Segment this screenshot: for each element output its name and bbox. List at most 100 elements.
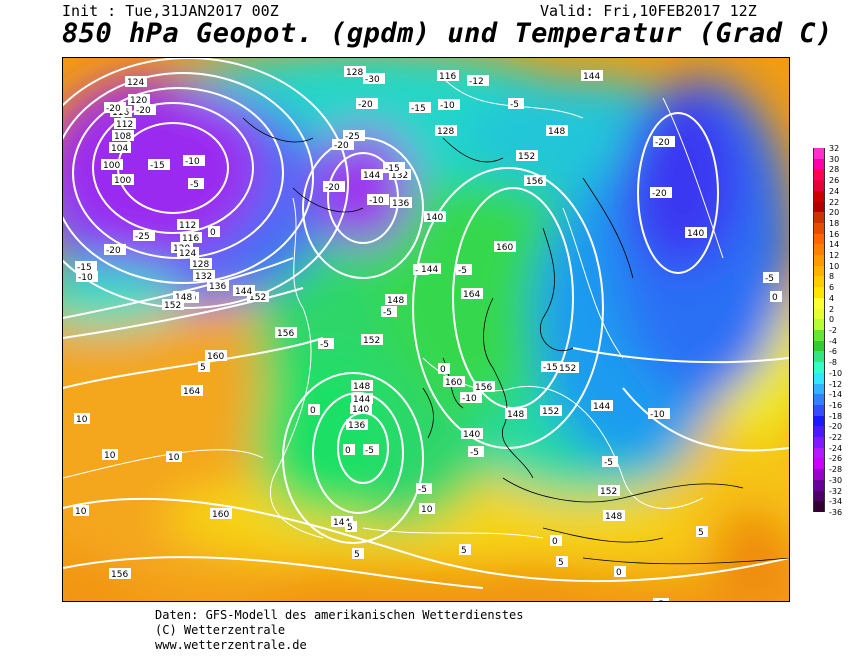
contour-label-geopotential: 148 xyxy=(505,408,527,420)
contour-label-box xyxy=(363,444,379,455)
contour-label-temperature: -5 xyxy=(653,598,669,601)
contour-label-box xyxy=(205,350,227,361)
contour-label-box xyxy=(343,444,355,455)
contour-label-box xyxy=(468,446,484,457)
contour-label-box xyxy=(516,150,538,161)
scale-swatch xyxy=(813,394,825,406)
contour-label-geopotential: 152 xyxy=(247,291,269,303)
contour-label-text: -5 xyxy=(655,600,664,601)
contour-label-temperature: -5 xyxy=(188,178,204,190)
contour-label-temperature: 0 xyxy=(614,566,626,578)
contour-label-box xyxy=(550,535,562,546)
contour-label-text: 152 xyxy=(600,487,617,497)
contour-label-geopotential: 100 xyxy=(112,174,134,186)
contour-label-temperature: -20 xyxy=(104,244,126,256)
contour-label-geopotential: 112 xyxy=(114,118,136,130)
contour-label-box xyxy=(351,393,373,404)
contour-label-text: 148 xyxy=(548,127,565,137)
contour-label-temperature: -10 xyxy=(438,99,460,111)
contour-label-temperature: -5 xyxy=(468,446,484,458)
contour-label-temperature: -20 xyxy=(104,102,126,114)
contour-label-box xyxy=(653,136,675,147)
contour-label-geopotential: 164 xyxy=(181,385,203,397)
contour-label-box xyxy=(409,102,431,113)
contour-label-box xyxy=(437,70,459,81)
contour-label-temperature: -20 xyxy=(332,139,354,151)
weather-map: 124120116112108104100100-30-30-20-20-15-… xyxy=(62,57,790,602)
scale-label: -6 xyxy=(829,347,837,357)
coastlines xyxy=(242,117,789,565)
contour-label-box xyxy=(190,258,212,269)
contour-label-box xyxy=(461,288,483,299)
scale-label: 10 xyxy=(829,261,840,271)
contour-label-geopotential: 160 xyxy=(443,376,465,388)
contour-label-text: -5 xyxy=(604,458,613,468)
contour-label-temperature: -5 xyxy=(318,338,334,350)
contour-label-temperature: -25 xyxy=(133,230,155,242)
contour-label-geopotential: 132 xyxy=(193,270,215,282)
contour-label-box xyxy=(198,361,210,372)
contour-label-text: 164 xyxy=(463,290,480,300)
contour-label-temperature: -20 xyxy=(323,181,345,193)
contour-label-text: 5 xyxy=(354,550,360,560)
contour-label-geopotential: 144 xyxy=(581,70,603,82)
contour-label-text: -5 xyxy=(765,274,774,284)
contour-label-box xyxy=(308,404,320,415)
contour-label-geopotential: 104 xyxy=(109,142,131,154)
scale-swatch xyxy=(813,351,825,363)
contour-label-text: 148 xyxy=(353,382,370,392)
contour-label-box xyxy=(210,508,232,519)
contour-label-box xyxy=(540,405,562,416)
footer-copyright: (C) Wetterzentrale xyxy=(155,623,286,637)
contour-label-box xyxy=(443,376,465,387)
contour-label-box xyxy=(323,181,345,192)
contour-label-box xyxy=(461,428,483,439)
contour-label-text: 164 xyxy=(183,387,200,397)
contour-label-text: 156 xyxy=(475,383,492,393)
scale-label: -26 xyxy=(829,454,843,464)
contour-label-box xyxy=(74,413,90,424)
scale-label: -22 xyxy=(829,433,843,443)
contour-label-text: -5 xyxy=(510,100,519,110)
scale-swatch xyxy=(813,169,825,181)
contour-label-geopotential: 152 xyxy=(598,485,620,497)
contour-label-box xyxy=(73,505,89,516)
contour-label-box xyxy=(233,285,255,296)
contour-label-geopotential: 128 xyxy=(435,125,457,137)
footer-source: Daten: GFS-Modell des amerikanischen Wet… xyxy=(155,608,524,622)
contour-label-box xyxy=(383,162,405,173)
contour-label-temperature: -20 xyxy=(134,104,156,116)
contour-label-text: -5 xyxy=(383,308,392,318)
contour-label-geopotential: 152 xyxy=(540,405,562,417)
contour-label-box xyxy=(598,485,620,496)
scale-label: 22 xyxy=(829,197,840,207)
contour-label-box xyxy=(648,408,670,419)
scale-label: -16 xyxy=(829,400,843,410)
contour-label-text: -20 xyxy=(655,138,670,148)
contour-label-geopotential: 144 xyxy=(331,516,353,528)
contour-label-box xyxy=(102,449,118,460)
contour-label-temperature: 5 xyxy=(556,556,568,568)
contour-label-temperature: -5 xyxy=(602,456,618,468)
contour-label-box xyxy=(770,291,782,302)
scale-label: -2 xyxy=(829,326,837,335)
temperature-field xyxy=(63,58,789,601)
contour-label-box xyxy=(247,291,269,302)
scale-label: 32 xyxy=(829,144,840,153)
contour-label-geopotential: 140 xyxy=(424,211,446,223)
contour-label-box xyxy=(603,510,625,521)
contour-label-text: -20 xyxy=(652,189,667,199)
contour-label-geopotential: 148 xyxy=(385,294,407,306)
scale-swatch xyxy=(813,458,825,470)
contour-label-box xyxy=(109,568,131,579)
contour-label-text: 132 xyxy=(391,171,408,181)
contour-label-text: 160 xyxy=(496,243,513,253)
contour-label-temperature: -10 xyxy=(367,194,389,206)
contour-label-text: 144 xyxy=(333,518,350,528)
contour-label-text: -10 xyxy=(650,410,665,420)
contour-label-box xyxy=(343,130,365,141)
contour-label-text: 10 xyxy=(76,415,88,425)
scale-label: 20 xyxy=(829,208,840,218)
contour-label-text: 128 xyxy=(346,68,363,78)
contour-label-text: 160 xyxy=(207,352,224,362)
